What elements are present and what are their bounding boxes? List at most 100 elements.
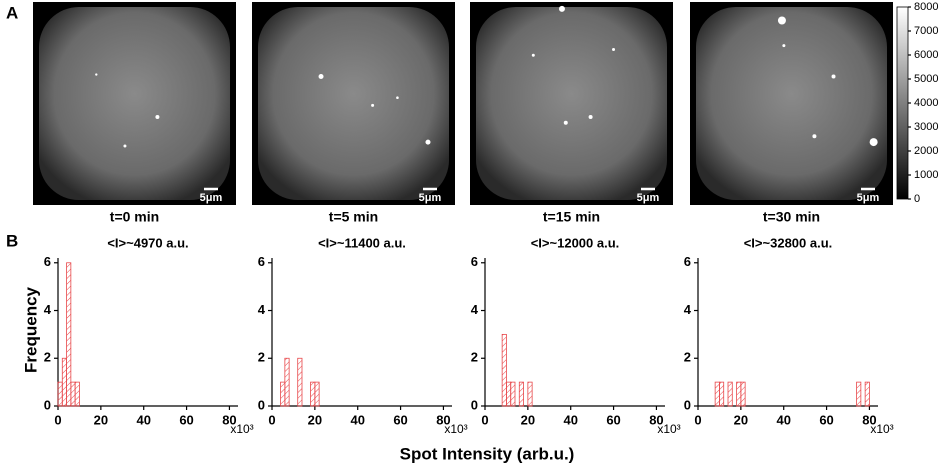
y-tick-label: 6 bbox=[471, 254, 478, 269]
histogram-bar bbox=[518, 381, 524, 407]
x-tick-label: 40 bbox=[563, 412, 577, 427]
fluorescent-spot bbox=[588, 115, 593, 120]
fluorescent-spot bbox=[155, 115, 160, 120]
histogram-bar bbox=[501, 333, 507, 407]
histogram-bar bbox=[506, 381, 512, 407]
histogram-bar bbox=[310, 381, 316, 407]
y-tick-label: 2 bbox=[684, 350, 691, 365]
colorbar-tick-label: 4000 bbox=[914, 97, 938, 109]
scale-bar-label: 5μm bbox=[857, 192, 880, 204]
colorbar-tick-label: 7000 bbox=[914, 25, 938, 37]
chart-title: <I>~12000 a.u. bbox=[531, 235, 620, 250]
histogram-bar bbox=[61, 357, 67, 407]
histogram-bar bbox=[856, 381, 862, 407]
scale-bar-label: 5μm bbox=[200, 192, 223, 204]
fluorescent-spot bbox=[782, 44, 786, 48]
histogram-bar bbox=[280, 381, 286, 407]
y-tick-label: 4 bbox=[258, 302, 266, 317]
histogram-bar bbox=[70, 381, 76, 407]
histogram-bar bbox=[74, 381, 80, 407]
fluorescent-spot bbox=[95, 73, 98, 76]
y-tick-label: 0 bbox=[44, 397, 51, 412]
micrograph bbox=[476, 7, 667, 200]
fluorescent-spot bbox=[425, 139, 431, 145]
x-axis-label: Spot Intensity (arb.u.) bbox=[400, 444, 575, 463]
panel-label: A bbox=[6, 3, 18, 22]
fluorescent-spot bbox=[396, 96, 399, 100]
fluorescent-spot bbox=[869, 138, 878, 147]
x-tick-label: 20 bbox=[308, 412, 322, 427]
colorbar-tick-label: 1000 bbox=[914, 169, 938, 181]
x-tick-label: 60 bbox=[819, 412, 833, 427]
x-multiplier: x10³ bbox=[657, 422, 680, 436]
panel-label: B bbox=[6, 231, 18, 250]
image-label: t=5 min bbox=[329, 209, 378, 225]
fluorescent-spot bbox=[777, 16, 786, 25]
fluorescent-spot bbox=[831, 74, 836, 79]
y-tick-label: 0 bbox=[471, 397, 478, 412]
fluorescent-spot bbox=[531, 53, 535, 57]
chart-title: <I>~4970 a.u. bbox=[107, 235, 188, 250]
x-tick-label: 20 bbox=[94, 412, 108, 427]
x-tick-label: 20 bbox=[521, 412, 535, 427]
x-tick-label: 0 bbox=[54, 412, 61, 427]
histogram-bar bbox=[284, 357, 290, 407]
histogram-bar bbox=[297, 357, 303, 407]
colorbar-tick-label: 3000 bbox=[914, 121, 938, 133]
x-tick-label: 40 bbox=[776, 412, 790, 427]
x-tick-label: 0 bbox=[694, 412, 701, 427]
y-tick-label: 0 bbox=[258, 397, 265, 412]
fluorescent-spot bbox=[563, 120, 568, 125]
histogram-bar bbox=[66, 262, 72, 407]
image-label: t=0 min bbox=[110, 209, 159, 225]
histogram-bar bbox=[736, 381, 742, 407]
x-tick-label: 60 bbox=[179, 412, 193, 427]
colorbar-tick-label: 2000 bbox=[914, 145, 938, 157]
colorbar-tick-label: 6000 bbox=[914, 49, 938, 61]
micrograph bbox=[39, 7, 230, 200]
x-tick-label: 80 bbox=[862, 412, 876, 427]
chart-title: <I>~32800 a.u. bbox=[744, 235, 833, 250]
x-tick-label: 0 bbox=[268, 412, 275, 427]
histogram-bar bbox=[57, 381, 63, 407]
colorbar-tick-label: 0 bbox=[914, 193, 920, 205]
y-axis-label: Frequency bbox=[21, 286, 40, 373]
y-tick-label: 4 bbox=[44, 302, 52, 317]
histogram-bar bbox=[510, 381, 516, 407]
y-tick-label: 4 bbox=[684, 302, 692, 317]
fluorescent-spot bbox=[612, 47, 616, 51]
fluorescent-spot bbox=[318, 73, 324, 79]
y-tick-label: 6 bbox=[258, 254, 265, 269]
colorbar bbox=[896, 6, 909, 200]
y-tick-label: 2 bbox=[44, 350, 51, 365]
y-tick-label: 2 bbox=[258, 350, 265, 365]
histogram-bar bbox=[727, 381, 733, 407]
x-tick-label: 80 bbox=[649, 412, 663, 427]
colorbar-tick-label: 8000 bbox=[914, 1, 938, 13]
x-tick-label: 40 bbox=[136, 412, 150, 427]
x-tick-label: 20 bbox=[734, 412, 748, 427]
y-tick-label: 6 bbox=[684, 254, 691, 269]
x-tick-label: 80 bbox=[222, 412, 236, 427]
micrograph bbox=[258, 7, 449, 200]
x-tick-label: 0 bbox=[481, 412, 488, 427]
colorbar-tick-label: 5000 bbox=[914, 73, 938, 85]
y-tick-label: 6 bbox=[44, 254, 51, 269]
histogram-bar bbox=[714, 381, 720, 407]
x-tick-label: 80 bbox=[436, 412, 450, 427]
scale-bar-label: 5μm bbox=[637, 192, 660, 204]
histogram-bar bbox=[314, 381, 320, 407]
y-tick-label: 4 bbox=[471, 302, 479, 317]
histogram-bar bbox=[527, 381, 533, 407]
x-multiplier: x10³ bbox=[230, 422, 253, 436]
histogram-bar bbox=[719, 381, 725, 407]
fluorescent-spot bbox=[812, 134, 817, 139]
histogram-bar bbox=[864, 381, 870, 407]
image-label: t=15 min bbox=[543, 209, 600, 225]
x-multiplier: x10³ bbox=[870, 422, 893, 436]
fluorescent-spot bbox=[558, 5, 565, 12]
chart-title: <I>~11400 a.u. bbox=[318, 235, 406, 250]
micrograph bbox=[696, 7, 887, 200]
x-multiplier: x10³ bbox=[444, 422, 467, 436]
